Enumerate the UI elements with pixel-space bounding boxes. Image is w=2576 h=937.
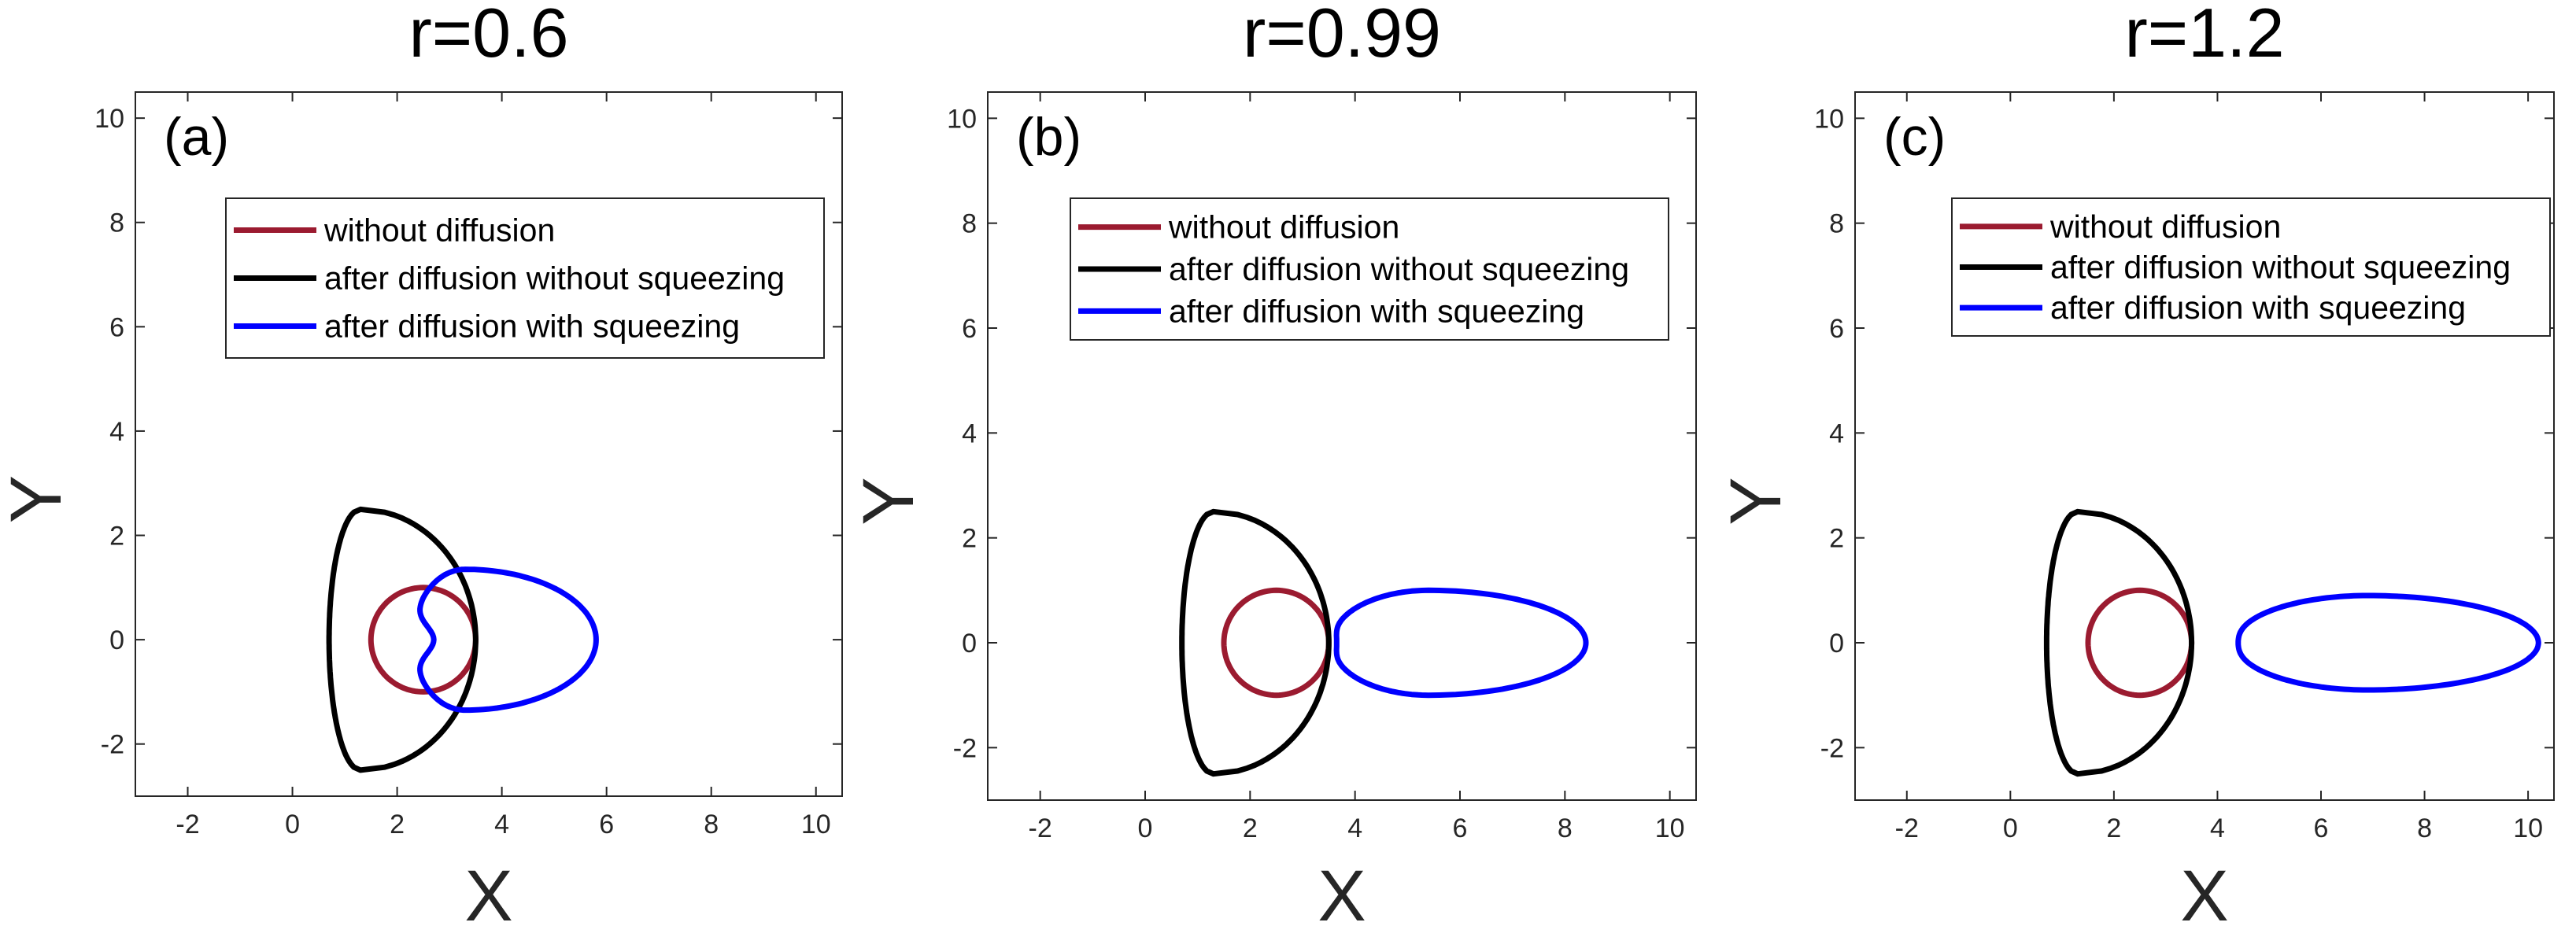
series-curve-without-diffusion <box>2085 587 2195 699</box>
legend-entry: after diffusion without squeezing <box>2050 249 2511 286</box>
x-tick-label: 2 <box>2106 813 2121 843</box>
x-tick-label: -2 <box>176 810 199 839</box>
x-tick-label: -2 <box>1895 813 1919 843</box>
legend: without diffusion after diffusion without… <box>225 197 825 359</box>
y-tick-label: 8 <box>1829 209 1844 239</box>
panel-title: r=1.2 <box>2124 0 2284 72</box>
legend-entry: after diffusion with squeezing <box>324 308 740 345</box>
y-tick-label: 2 <box>962 524 977 554</box>
x-tick-label: 0 <box>2003 813 2018 843</box>
legend: without diffusion after diffusion without… <box>1070 197 1669 341</box>
panel-label: (a) <box>164 107 229 167</box>
axes-box <box>1854 91 2555 801</box>
y-tick-label: 10 <box>947 104 977 134</box>
series-curve-after-diffusion-with-squeezing <box>2235 592 2541 693</box>
x-tick-label: 6 <box>1453 813 1468 843</box>
panel-label: (b) <box>1016 107 1081 167</box>
x-tick-label: 2 <box>1243 813 1258 843</box>
legend-entry: without diffusion <box>2049 208 2281 245</box>
x-tick-label: 6 <box>2314 813 2329 843</box>
x-tick-label: 4 <box>494 810 509 839</box>
y-tick-label: -2 <box>953 733 977 763</box>
x-tick-label: 10 <box>801 810 831 839</box>
x-axis-label: X <box>2180 856 2228 936</box>
legend-box <box>225 197 825 359</box>
legend-entry: after diffusion without squeezing <box>324 260 785 297</box>
y-tick-label: 10 <box>94 104 124 134</box>
x-tick-label: 4 <box>2210 813 2225 843</box>
legend-box <box>1951 197 2551 337</box>
x-tick-label: 0 <box>1138 813 1153 843</box>
y-tick-label: 6 <box>1829 314 1844 344</box>
legend: without diffusion after diffusion without… <box>1951 197 2551 337</box>
x-tick-label: 10 <box>2513 813 2543 843</box>
y-tick-label: 2 <box>1829 524 1844 554</box>
x-tick-label: 0 <box>285 810 300 839</box>
series-curve-after-diffusion-with-squeezing <box>1333 587 1589 699</box>
x-tick-label: 8 <box>2417 813 2432 843</box>
x-tick-label: 8 <box>704 810 719 839</box>
x-tick-label: 10 <box>1655 813 1685 843</box>
legend-entry: without diffusion <box>323 212 555 249</box>
x-tick-label: 2 <box>390 810 405 839</box>
legend-entry: after diffusion with squeezing <box>2050 290 2466 326</box>
y-tick-label: 0 <box>109 625 124 655</box>
y-tick-label: 6 <box>962 314 977 344</box>
x-axis-label: X <box>464 856 512 936</box>
x-tick-label: -2 <box>1029 813 1052 843</box>
y-tick-label: 6 <box>109 312 124 342</box>
series-curve-without-diffusion <box>1221 587 1332 699</box>
legend-entry: after diffusion with squeezing <box>1169 293 1584 329</box>
y-tick-label: 0 <box>1829 629 1844 658</box>
y-tick-label: 8 <box>962 209 977 239</box>
series-curve-after-diffusion-without-squeezing <box>1179 508 1332 777</box>
series-curve-after-diffusion-with-squeezing <box>417 566 599 714</box>
y-tick-label: 10 <box>1814 104 1844 134</box>
panel-1: -2 0 2 4 6 8 10 -2 0 2 4 6 8 10 r=0.6 X Y (a) without diff… <box>0 0 843 936</box>
series-curve-after-diffusion-without-squeezing <box>326 506 479 773</box>
y-tick-label: 2 <box>109 522 124 552</box>
legend-entry: after diffusion without squeezing <box>1169 251 1629 287</box>
y-axis-label: Y <box>1716 477 1796 525</box>
axes-box <box>135 91 843 797</box>
y-axis-label: Y <box>848 477 929 525</box>
series-curve-after-diffusion-without-squeezing <box>2043 508 2195 777</box>
y-tick-label: -2 <box>1820 733 1844 763</box>
x-axis-label: X <box>1318 856 1366 936</box>
panel-title: r=0.99 <box>1243 0 1441 72</box>
y-axis-label: Y <box>0 475 76 523</box>
axes-box <box>987 91 1697 801</box>
series-curve-without-diffusion <box>368 585 479 695</box>
panel-2: -2 0 2 4 6 8 10 -2 0 2 4 6 8 10 r=0.99 X Y (b) without dif… <box>848 0 1697 936</box>
x-tick-label: 6 <box>599 810 614 839</box>
x-tick-label: 8 <box>1558 813 1573 843</box>
y-tick-label: 8 <box>109 208 124 238</box>
panel-title: r=0.6 <box>408 0 568 72</box>
y-tick-label: 4 <box>109 417 124 447</box>
legend-box <box>1070 197 1669 341</box>
y-tick-label: 4 <box>962 419 977 448</box>
y-tick-label: 4 <box>1829 419 1844 448</box>
y-tick-label: 0 <box>962 629 977 658</box>
y-tick-label: -2 <box>101 730 124 760</box>
panel-label: (c) <box>1883 107 1946 167</box>
x-tick-label: 4 <box>1347 813 1362 843</box>
legend-entry: without diffusion <box>1168 209 1399 245</box>
